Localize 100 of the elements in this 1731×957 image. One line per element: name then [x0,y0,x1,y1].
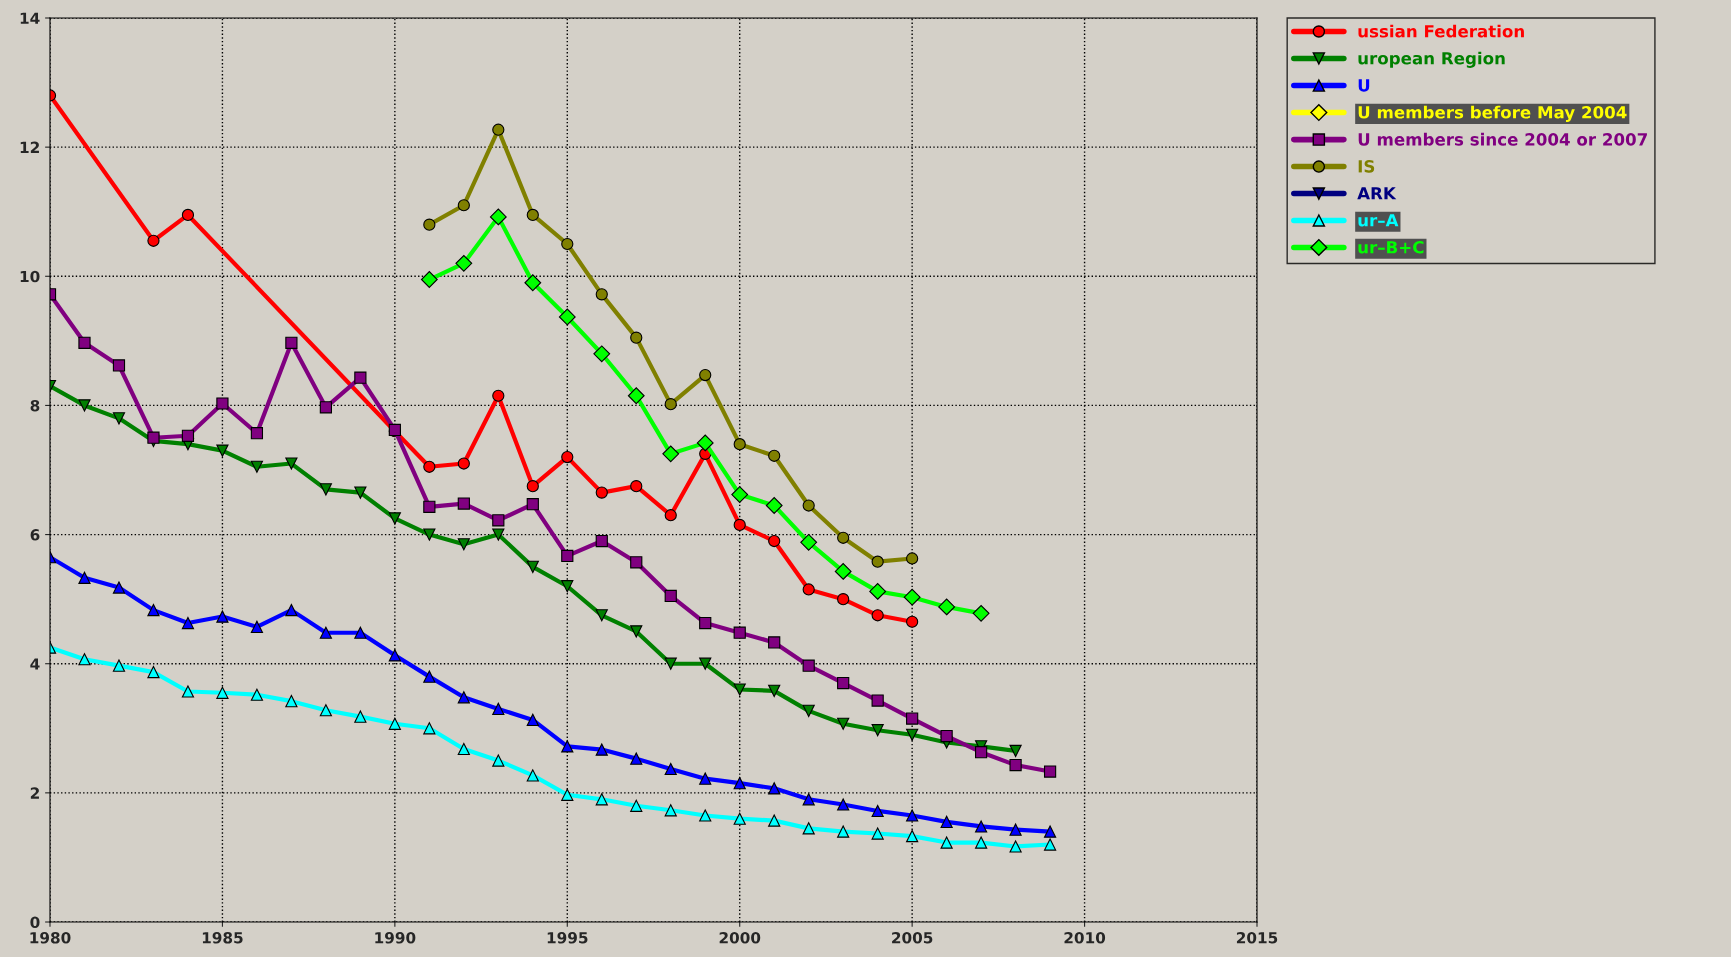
point [802,499,815,512]
point [250,688,264,701]
point [630,625,643,638]
point [733,683,746,696]
point [526,480,539,493]
point [768,782,781,795]
point [526,498,539,511]
point [319,401,332,414]
point [940,729,953,743]
point [871,724,884,737]
point [834,562,852,580]
legend-label: ur–A [1358,214,1399,227]
point [837,593,850,606]
point [354,626,367,639]
point [837,798,850,811]
x-tick-label: 1980 [30,931,71,944]
point [147,604,160,617]
point [216,444,229,457]
point [216,686,229,699]
point [595,288,608,301]
point [561,740,574,753]
point [147,234,160,247]
point [319,483,332,496]
point [768,814,781,827]
point [285,604,298,617]
point [630,752,643,765]
point [662,445,680,463]
point [595,609,608,622]
x-tick-label: 1995 [547,932,588,944]
point [112,359,126,372]
point [1009,758,1022,772]
point [423,460,436,473]
point [802,793,815,806]
x-tick-label: 2015 [1236,931,1278,944]
point [906,809,919,822]
point [388,649,401,662]
x-tick-label: 1985 [202,931,243,944]
point [250,620,264,634]
point [423,218,436,231]
point [630,480,643,493]
point [800,533,818,551]
point [420,271,438,288]
point [285,336,298,349]
point [733,518,746,531]
point [975,836,988,849]
x-tick-label: 2000 [719,931,761,944]
point [906,728,919,741]
legend-label: uropean Region [1358,51,1505,68]
point [871,609,884,622]
point [664,657,677,670]
point [78,653,91,666]
point [699,616,712,630]
point [802,659,815,672]
point [250,460,264,473]
point [492,389,505,402]
point [216,610,229,623]
point [768,636,781,649]
point [457,199,470,212]
point [699,657,712,670]
point [972,604,990,622]
point [1009,744,1022,757]
point [940,815,953,829]
point [558,308,576,326]
point [457,457,470,470]
point [489,208,507,226]
point [975,746,988,759]
legend-label: ARK [1357,187,1397,200]
point [975,820,988,833]
point [1009,823,1022,836]
point [285,695,298,708]
point [1043,825,1057,838]
point [871,555,884,568]
point [492,123,505,136]
point [802,822,815,835]
point [561,788,574,801]
point [593,345,611,363]
point [837,531,850,544]
point [903,588,921,606]
y-tick-label: 10 [20,270,40,283]
point [664,589,677,603]
point [423,528,436,541]
point [423,500,436,513]
point [595,534,608,548]
point [524,274,542,292]
y-tick-label: 2 [30,787,39,799]
point [768,684,781,697]
point [423,670,436,683]
point [112,659,126,672]
point [526,208,539,222]
legend-label: IS [1358,160,1375,173]
point [319,704,332,717]
point [595,743,608,756]
point [627,387,645,405]
y-tick-label: 0 [30,916,40,929]
x-tick-label: 2005 [892,931,933,944]
point [938,598,956,616]
y-tick-label: 12 [20,141,39,153]
legend-label: U members since 2004 or 2007 [1358,132,1647,146]
y-tick-label: 8 [30,399,40,412]
point [457,497,470,510]
